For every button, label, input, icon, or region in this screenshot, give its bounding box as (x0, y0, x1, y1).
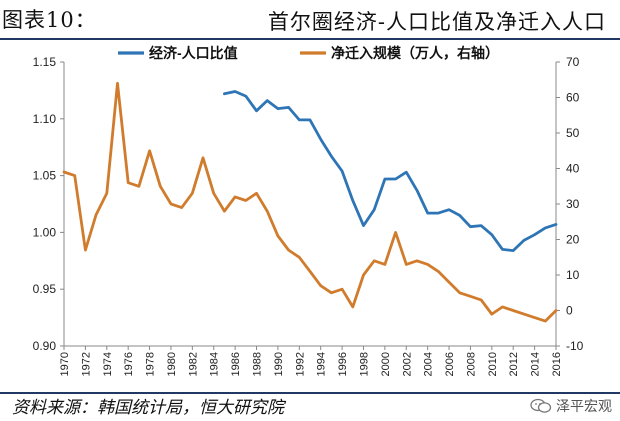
figure-label: 图表10： (2, 8, 97, 32)
footer-rule (0, 392, 620, 394)
left-y-tick-label: 1.10 (33, 112, 57, 126)
left-y-tick-label: 0.95 (33, 282, 57, 296)
x-tick-label: 1988 (252, 352, 264, 376)
right-y-tick-label: 10 (566, 268, 580, 282)
wechat-icon (530, 398, 552, 413)
right-y-tick-label: 30 (566, 197, 580, 211)
x-tick-label: 1994 (316, 352, 328, 376)
x-tick-label: 2016 (551, 352, 563, 376)
x-tick-label: 1982 (187, 352, 199, 376)
x-tick-label: 2012 (508, 352, 520, 376)
source-note: 资料来源：韩国统计局，恒大研究院 (12, 398, 284, 418)
left-y-tick-label: 1.05 (33, 169, 57, 183)
right-y-tick-label: 0 (566, 304, 573, 318)
watermark: 泽平宏观 (530, 396, 612, 416)
x-tick-label: 1978 (145, 352, 157, 376)
figure-header: 图表10： 首尔圈经济-人口比值及净迁入人口 (0, 0, 620, 38)
x-tick-label: 2002 (401, 352, 413, 376)
series-line-1 (223, 90, 558, 252)
x-tick-label: 1972 (80, 352, 92, 376)
header-rule (0, 38, 620, 40)
x-tick-label: 1990 (273, 352, 285, 376)
right-y-tick-label: -10 (566, 339, 584, 353)
left-y-tick-label: 0.90 (33, 339, 57, 353)
x-tick-label: 1998 (358, 352, 370, 376)
x-tick-label: 2008 (465, 352, 477, 376)
right-y-tick-label: 70 (566, 55, 580, 69)
left-y-tick-label: 1.15 (33, 55, 57, 69)
right-y-tick-label: 60 (566, 91, 580, 105)
x-tick-label: 1970 (59, 352, 71, 376)
x-tick-label: 1986 (230, 352, 242, 376)
x-tick-label: 2006 (444, 352, 456, 376)
right-y-tick-label: 40 (566, 162, 580, 176)
right-y-tick-label: 50 (566, 126, 580, 140)
x-tick-label: 1992 (294, 352, 306, 376)
legend-label-2: 净迁入规模（万人，右轴） (331, 45, 499, 61)
x-tick-label: 2010 (487, 352, 499, 376)
watermark-text: 泽平宏观 (556, 399, 612, 415)
x-tick-label: 2014 (530, 352, 542, 376)
x-tick-label: 1976 (123, 352, 135, 376)
left-y-tick-label: 1.00 (33, 225, 57, 239)
x-tick-label: 2000 (380, 352, 392, 376)
x-tick-label: 1984 (209, 352, 221, 376)
figure-title: 首尔圈经济-人口比值及净迁入人口 (267, 10, 606, 34)
x-tick-label: 1996 (337, 352, 349, 376)
series-line-2 (62, 81, 558, 323)
x-tick-label: 2004 (423, 352, 435, 376)
legend-label-1: 经济-人口比值 (149, 45, 238, 61)
line-chart: 0.90 0.95 1.00 1.05 1.10 1.15 -10 0 10 20 30 40 50 60… (33, 45, 584, 376)
x-tick-label: 1974 (102, 352, 114, 376)
x-tick-label: 1980 (166, 352, 178, 376)
right-y-tick-label: 20 (566, 233, 580, 247)
